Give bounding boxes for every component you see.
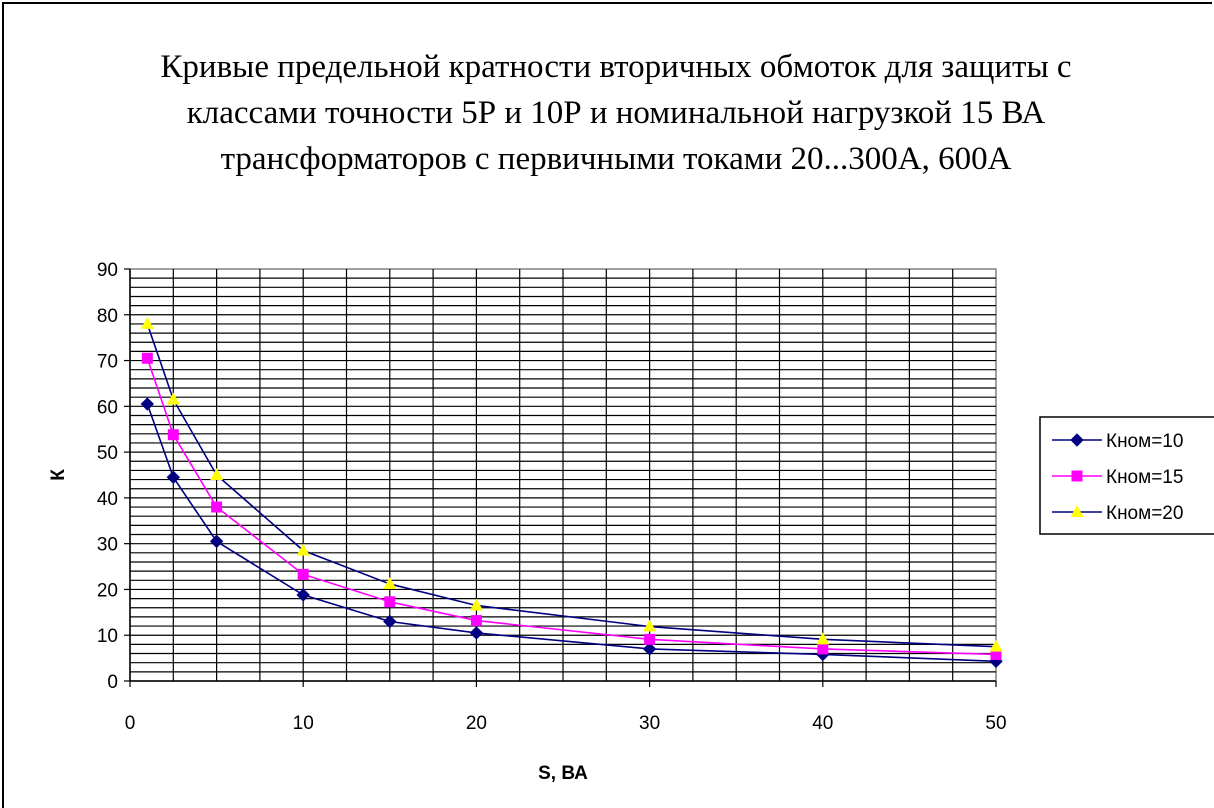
y-axis-title: К [48,469,69,481]
data-point [167,429,179,441]
y-tick-label: 70 [97,352,118,373]
legend-item: Кном=15 [1052,467,1183,488]
legend-label: Кном=15 [1106,467,1183,488]
data-point [140,397,155,411]
data-point [211,501,223,513]
data-point [990,648,1002,660]
data-point [297,568,309,580]
y-tick-label: 20 [97,580,118,601]
x-tick-label: 40 [812,713,833,734]
legend-item: Кном=10 [1052,431,1183,452]
data-point [642,642,657,656]
data-point [989,639,1003,652]
y-tick-label: 10 [97,626,118,647]
y-tick-label: 80 [97,306,118,327]
legend-label: Кном=10 [1106,431,1183,452]
axes [124,268,997,687]
y-tick-label: 30 [97,535,118,556]
legend-label: Кном=20 [1106,503,1183,524]
data-point [816,632,830,645]
data-point [383,576,397,589]
data-point [643,619,657,632]
x-tick-label: 0 [125,713,136,734]
x-tick-label: 50 [985,713,1006,734]
legend-marker [1070,433,1084,447]
chart-title: Кривые предельной кратности вторичных об… [160,49,1072,177]
data-point [209,534,224,549]
series-3 [140,316,1003,652]
data-point [210,468,224,480]
grid [129,268,997,682]
legend-marker [1071,470,1083,482]
data-point [296,588,310,602]
data-point [166,470,181,484]
x-axis-title: S, ВА [538,763,588,784]
x-tick-label: 20 [466,713,487,734]
series-2 [141,352,1002,660]
data-point [166,392,180,405]
y-tick-label: 40 [97,489,118,510]
data-point [140,316,154,329]
data-point [469,598,483,611]
x-tick-label: 10 [293,713,314,734]
data-point [469,626,484,640]
x-tick-label: 30 [639,713,660,734]
legend-item: Кном=20 [1052,503,1183,524]
data-point [817,643,829,655]
data-point [383,614,397,629]
data-point [384,596,396,608]
legend-marker [1070,505,1084,517]
y-tick-label: 60 [97,397,118,418]
data-point [296,543,310,556]
series [140,316,1003,669]
data-point [141,352,153,364]
data-point [470,615,482,627]
y-tick-label: 50 [97,443,118,464]
data-point [644,633,656,645]
y-tick-label: 90 [97,260,118,281]
tick-labels: 0 10 20 30 40 50 60 70 80 90 0 10 20 30 40 50 [97,260,1007,734]
y-tick-label: 0 [107,672,118,693]
legend: Кном=10 Кном=15 Кном=20 [1039,416,1214,535]
